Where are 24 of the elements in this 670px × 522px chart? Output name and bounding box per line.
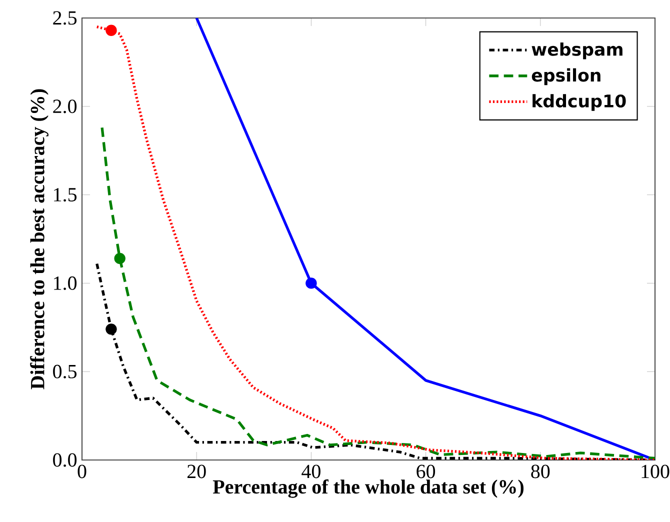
legend-label: webspam bbox=[532, 42, 622, 60]
line-series bbox=[195, 18, 656, 460]
line-series bbox=[100, 126, 656, 460]
point bbox=[106, 324, 117, 335]
legend-label: kddcup10 bbox=[532, 94, 626, 111]
y-tick-label: 2.5 bbox=[53, 11, 77, 25]
y-tick-label: 1.0 bbox=[54, 276, 77, 290]
x-tick-label: 80 bbox=[531, 464, 550, 478]
x-axis-title: Percentage of the whole data set (%) bbox=[212, 479, 524, 498]
y-tick-label: 2.0 bbox=[53, 100, 77, 114]
point bbox=[306, 278, 317, 289]
x-tick-label: 20 bbox=[187, 464, 206, 478]
point bbox=[106, 24, 117, 36]
x-tick-label: 0 bbox=[78, 464, 86, 478]
line-series bbox=[96, 26, 656, 460]
point bbox=[114, 252, 126, 264]
y-tick-label: 0.0 bbox=[53, 453, 77, 467]
y-tick-label: 1.5 bbox=[54, 188, 77, 202]
x-tick-label: 100 bbox=[642, 464, 670, 478]
x-tick-label: 60 bbox=[416, 464, 436, 478]
y-tick-label: 0.5 bbox=[53, 364, 77, 378]
x-tick-label: 40 bbox=[302, 464, 320, 478]
y-axis-title: Difference to the best accuracy (%) bbox=[30, 89, 48, 390]
legend-label: epsilon bbox=[532, 68, 600, 86]
